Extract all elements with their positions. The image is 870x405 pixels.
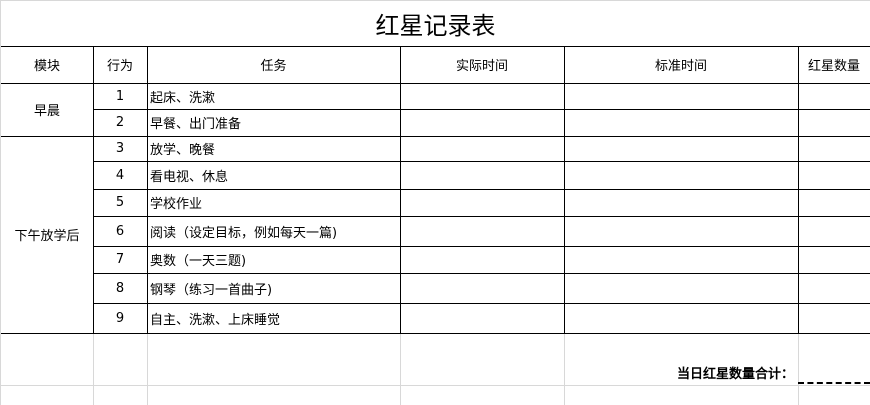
table-border (93, 109, 870, 110)
input-cell[interactable] (798, 189, 870, 216)
input-cell[interactable] (400, 109, 564, 136)
task-cell: 奥数（一天三题) (150, 254, 247, 269)
task-cell: 自主、洗漱、上床睡觉 (150, 312, 281, 328)
input-cell[interactable] (400, 216, 564, 246)
input-cell[interactable] (564, 273, 798, 303)
table-border (93, 161, 870, 162)
table-border (1, 83, 870, 84)
input-cell[interactable] (400, 83, 564, 109)
table-border (564, 46, 565, 333)
input-cell[interactable] (564, 216, 798, 246)
input-cell[interactable] (400, 136, 564, 161)
input-cell[interactable] (564, 189, 798, 216)
input-cell[interactable] (798, 161, 870, 189)
table-border (93, 303, 870, 304)
input-cell[interactable] (564, 246, 798, 273)
row-number: 2 (115, 115, 125, 130)
task-cell: 看电视、休息 (150, 169, 229, 185)
task-cell: 学校作业 (150, 197, 203, 212)
column-header: 任务 (260, 59, 287, 74)
input-cell[interactable] (564, 161, 798, 189)
gridline (93, 333, 94, 405)
group-afternoon: 下午放学后 (14, 229, 80, 244)
column-header: 模块 (33, 59, 60, 74)
task-cell: 起床、洗漱 (150, 90, 216, 106)
column-header: 红星数量 (807, 59, 860, 74)
input-cell[interactable] (798, 216, 870, 246)
row-number: 7 (115, 252, 125, 267)
input-cell[interactable] (564, 136, 798, 161)
row-number: 5 (115, 195, 125, 210)
input-cell[interactable] (564, 303, 798, 333)
table-border (1, 333, 870, 334)
gridline (400, 333, 401, 405)
row-number: 4 (115, 167, 125, 183)
gridline (564, 333, 565, 405)
input-cell[interactable] (798, 273, 870, 303)
column-header: 行为 (106, 59, 133, 74)
table-border (1, 46, 870, 47)
table-border (147, 46, 148, 333)
input-cell[interactable] (798, 246, 870, 273)
input-cell[interactable] (798, 109, 870, 136)
table-border (1, 136, 870, 137)
task-cell: 早餐、出门准备 (150, 117, 242, 132)
task-cell: 钢琴（练习一首曲子) (150, 282, 273, 298)
row-number: 6 (115, 223, 125, 239)
gridline (147, 333, 148, 405)
input-cell[interactable] (400, 303, 564, 333)
total-label: 当日红星数量合计： (676, 366, 794, 382)
table-border (93, 46, 94, 333)
table-border (400, 46, 401, 333)
input-cell[interactable] (400, 273, 564, 303)
row-number: 3 (115, 141, 125, 156)
group-morning: 早晨 (33, 104, 60, 119)
total-input[interactable] (798, 359, 870, 384)
table-border (93, 216, 870, 217)
task-cell: 阅读（设定目标，例如每天一篇) (150, 225, 338, 241)
input-cell[interactable] (564, 83, 798, 109)
gridline (798, 333, 799, 405)
input-cell[interactable] (400, 246, 564, 273)
sheet-title: 红星记录表 (375, 12, 496, 40)
row-number: 8 (115, 280, 125, 296)
input-cell[interactable] (798, 303, 870, 333)
table-border (798, 46, 799, 333)
row-number: 1 (115, 88, 125, 104)
table-border (93, 246, 870, 247)
input-cell[interactable] (564, 109, 798, 136)
column-header: 实际时间 (455, 59, 508, 74)
gridline (1, 385, 870, 386)
input-cell[interactable] (798, 83, 870, 109)
column-header: 标准时间 (654, 59, 707, 74)
table-border (93, 273, 870, 274)
table-border (93, 189, 870, 190)
input-cell[interactable] (400, 189, 564, 216)
task-cell: 放学、晚餐 (150, 143, 216, 158)
input-cell[interactable] (798, 136, 870, 161)
row-number: 9 (115, 310, 125, 326)
input-cell[interactable] (400, 161, 564, 189)
